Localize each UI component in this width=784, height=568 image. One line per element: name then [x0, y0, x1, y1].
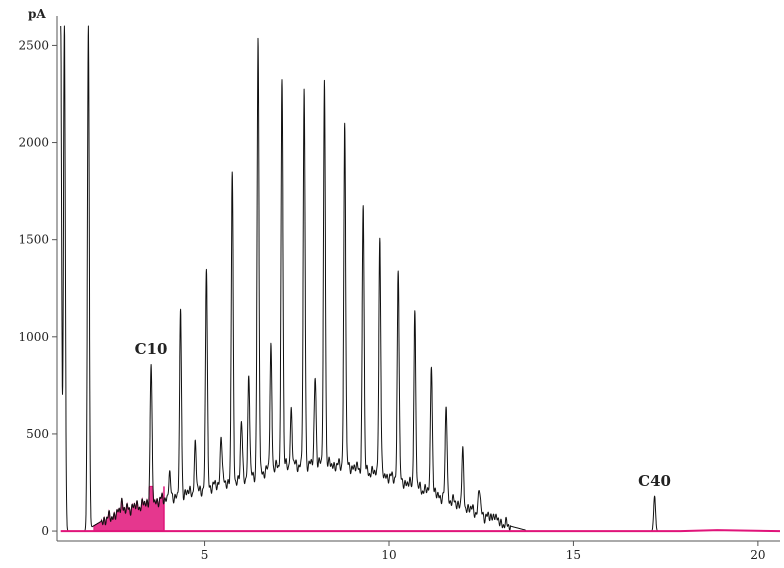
y-tick-label: 2500: [18, 38, 49, 52]
peak-label-c10: C10: [135, 340, 168, 358]
y-tick-label: 0: [41, 524, 49, 538]
trace-layer: [60, 25, 685, 532]
labels-layer: C10 C40: [135, 340, 671, 490]
baseline-layer: [60, 529, 781, 533]
x-tick-label: 15: [566, 548, 581, 562]
x-tick-label: 5: [201, 548, 209, 562]
chromatogram-trace: [60, 25, 685, 532]
peak-label-c40: C40: [638, 472, 671, 490]
x-tick-label: 20: [750, 548, 765, 562]
y-tick-label: 2000: [18, 136, 49, 150]
x-tick-label: 10: [381, 548, 396, 562]
baseline-line: [60, 529, 781, 533]
y-tick-label: 1500: [18, 233, 49, 247]
y-axis-unit-label: pA: [28, 7, 46, 21]
axes-layer: 0 500 1000 1500 2000 2500 5 10 15 20: [18, 16, 780, 562]
y-tick-label: 1000: [18, 330, 49, 344]
y-tick-label: 500: [26, 427, 49, 441]
